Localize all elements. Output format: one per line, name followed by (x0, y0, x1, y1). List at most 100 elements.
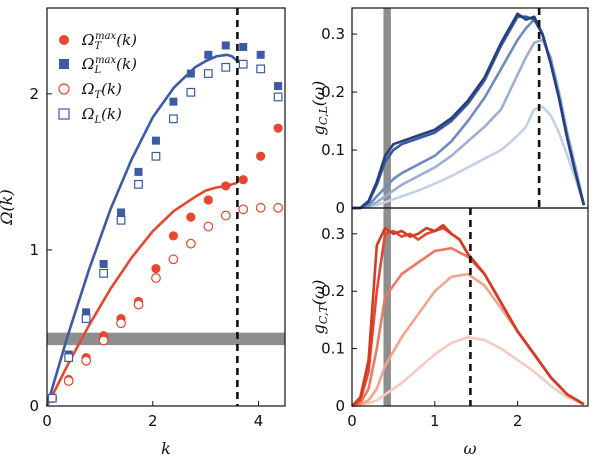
left-ytick-label-2: 2 (29, 85, 39, 103)
left-xtick-label-1: 2 (148, 412, 158, 430)
right-top-series-line-0 (352, 105, 586, 210)
left-point-open-circle-7 (168, 254, 179, 265)
right-bottom-xtick-label-0: 0 (347, 412, 357, 430)
legend-label-omega-l-max: ΩLmax(k) (81, 55, 137, 76)
legend-label-omega-l: ΩL(k) (81, 105, 122, 126)
left-point-filled-circle-8 (186, 212, 196, 222)
right-top-y-ticks: 0 0.1 0.2 0.3 (321, 25, 357, 217)
legend-label-omega-t-max: ΩTmax(k) (81, 31, 137, 52)
left-point-filled-square-12 (256, 50, 265, 59)
left-point-filled-square-8 (186, 69, 195, 78)
right-top-threshold-band (383, 8, 391, 208)
right-bottom-ytick-label-0: 0 (335, 397, 345, 415)
right-bottom-y-axis-label: gC,T(ω) (309, 280, 330, 335)
left-point-filled-square-7 (169, 97, 178, 106)
left-ytick-label-1: 1 (29, 241, 39, 259)
right-bottom-xtick-label-1: 1 (430, 412, 440, 430)
left-point-filled-circle-7 (168, 231, 179, 241)
left-panel: 0 2 4 0 1 2 k Ω(k) ΩTmax(k) ΩLmax(k) ΩT(k) Ω… (0, 7, 286, 458)
left-fit-curve-1 (45, 181, 238, 407)
left-point-open-square-12 (256, 64, 266, 74)
left-point-open-square-4 (116, 215, 126, 225)
left-point-open-square-1 (64, 353, 74, 363)
left-point-filled-square-11 (239, 43, 248, 52)
left-xtick-label-0: 0 (42, 412, 52, 430)
left-y-ticks: 0 1 2 (29, 85, 52, 415)
right-top-ytick-label-1: 0.1 (321, 141, 345, 159)
right-bottom-plot-area (351, 208, 585, 408)
right-bottom-panel: 0 1 2 0 0.1 0.2 0.3 ω gC,T(ω) (309, 207, 589, 458)
left-point-filled-circle-13 (273, 123, 283, 133)
right-top-series-line-4 (352, 12, 586, 210)
right-top-ytick-label-2: 0.2 (321, 83, 345, 101)
left-axes-frame (46, 7, 286, 407)
right-bottom-xtick-label-2: 2 (513, 412, 523, 430)
left-point-open-circle-4 (116, 318, 126, 329)
left-plot-area (45, 8, 285, 407)
left-point-open-square-8 (186, 87, 196, 97)
right-top-panel: 0 0.1 0.2 0.3 gC,L(ω) (309, 7, 589, 217)
left-point-filled-circle-10 (221, 181, 231, 191)
left-point-filled-square-2 (82, 308, 91, 317)
left-point-open-square-13 (273, 92, 283, 102)
left-point-open-circle-12 (255, 202, 266, 213)
right-bottom-x-ticks: 0 1 2 (347, 401, 522, 430)
left-point-open-square-7 (169, 114, 178, 124)
left-point-open-square-10 (221, 62, 231, 72)
right-bottom-ytick-label-3: 0.3 (321, 225, 345, 243)
left-point-open-circle-1 (63, 376, 74, 386)
left-point-open-circle-13 (273, 202, 284, 213)
left-point-filled-circle-9 (203, 195, 213, 205)
legend-label-omega-t: ΩT(k) (81, 80, 122, 101)
right-top-series-line-1 (352, 38, 586, 210)
right-bottom-axes-frame (351, 207, 589, 407)
right-top-y-axis-label: gC,L(ω) (309, 81, 330, 136)
right-bottom-ytick-label-1: 0.1 (321, 340, 345, 358)
left-x-ticks: 0 2 4 (42, 401, 263, 430)
left-point-open-square-9 (203, 69, 213, 78)
right-bottom-series-line-4 (351, 223, 585, 407)
left-point-filled-circle-11 (238, 175, 248, 185)
right-bottom-y-ticks: 0 0.1 0.2 0.3 (321, 225, 357, 415)
left-point-open-circle-2 (81, 355, 92, 366)
left-point-filled-square-10 (221, 41, 230, 50)
left-xtick-label-2: 4 (254, 412, 264, 430)
right-top-ytick-label-0: 0 (335, 199, 345, 217)
right-bottom-threshold-band (383, 208, 391, 406)
legend-marker-omega-t-max (59, 35, 69, 45)
left-point-open-circle-10 (220, 210, 231, 221)
left-point-open-square-11 (238, 59, 248, 69)
left-point-filled-square-6 (151, 136, 160, 145)
left-point-filled-square-5 (134, 167, 143, 176)
left-point-open-circle-6 (151, 273, 161, 283)
right-bottom-ytick-label-2: 0.2 (321, 282, 345, 300)
legend-marker-omega-l-max (59, 59, 69, 69)
left-point-filled-circle-12 (256, 151, 266, 161)
left-point-filled-square-4 (117, 208, 126, 217)
left-point-filled-square-9 (204, 50, 213, 59)
right-bottom-series-line-0 (351, 335, 585, 408)
left-point-open-circle-3 (98, 335, 109, 346)
right-bottom-x-axis-label: ω (463, 439, 476, 458)
left-fit-curve-0 (45, 53, 239, 407)
right-top-ytick-label-3: 0.3 (321, 25, 345, 43)
left-point-open-square-0 (47, 393, 57, 403)
left-point-open-circle-9 (203, 221, 214, 232)
left-point-open-circle-8 (185, 238, 196, 249)
left-y-axis-label: Ω(k) (0, 189, 16, 225)
left-point-open-square-5 (134, 179, 143, 189)
left-point-filled-square-3 (99, 259, 108, 268)
left-point-filled-square-13 (274, 82, 283, 91)
left-point-open-square-2 (81, 314, 91, 323)
left-point-open-square-3 (99, 268, 108, 278)
left-point-open-circle-11 (238, 204, 249, 215)
left-point-open-circle-5 (133, 299, 144, 310)
legend-marker-omega-t (58, 83, 70, 95)
left-legend: ΩTmax(k) ΩLmax(k) ΩT(k) ΩL(k) (58, 31, 137, 126)
right-top-plot-area (352, 8, 586, 210)
left-point-open-square-6 (151, 151, 161, 161)
left-ytick-label-0: 0 (29, 397, 39, 415)
legend-marker-omega-l (58, 108, 70, 120)
left-x-axis-label: k (161, 439, 171, 458)
